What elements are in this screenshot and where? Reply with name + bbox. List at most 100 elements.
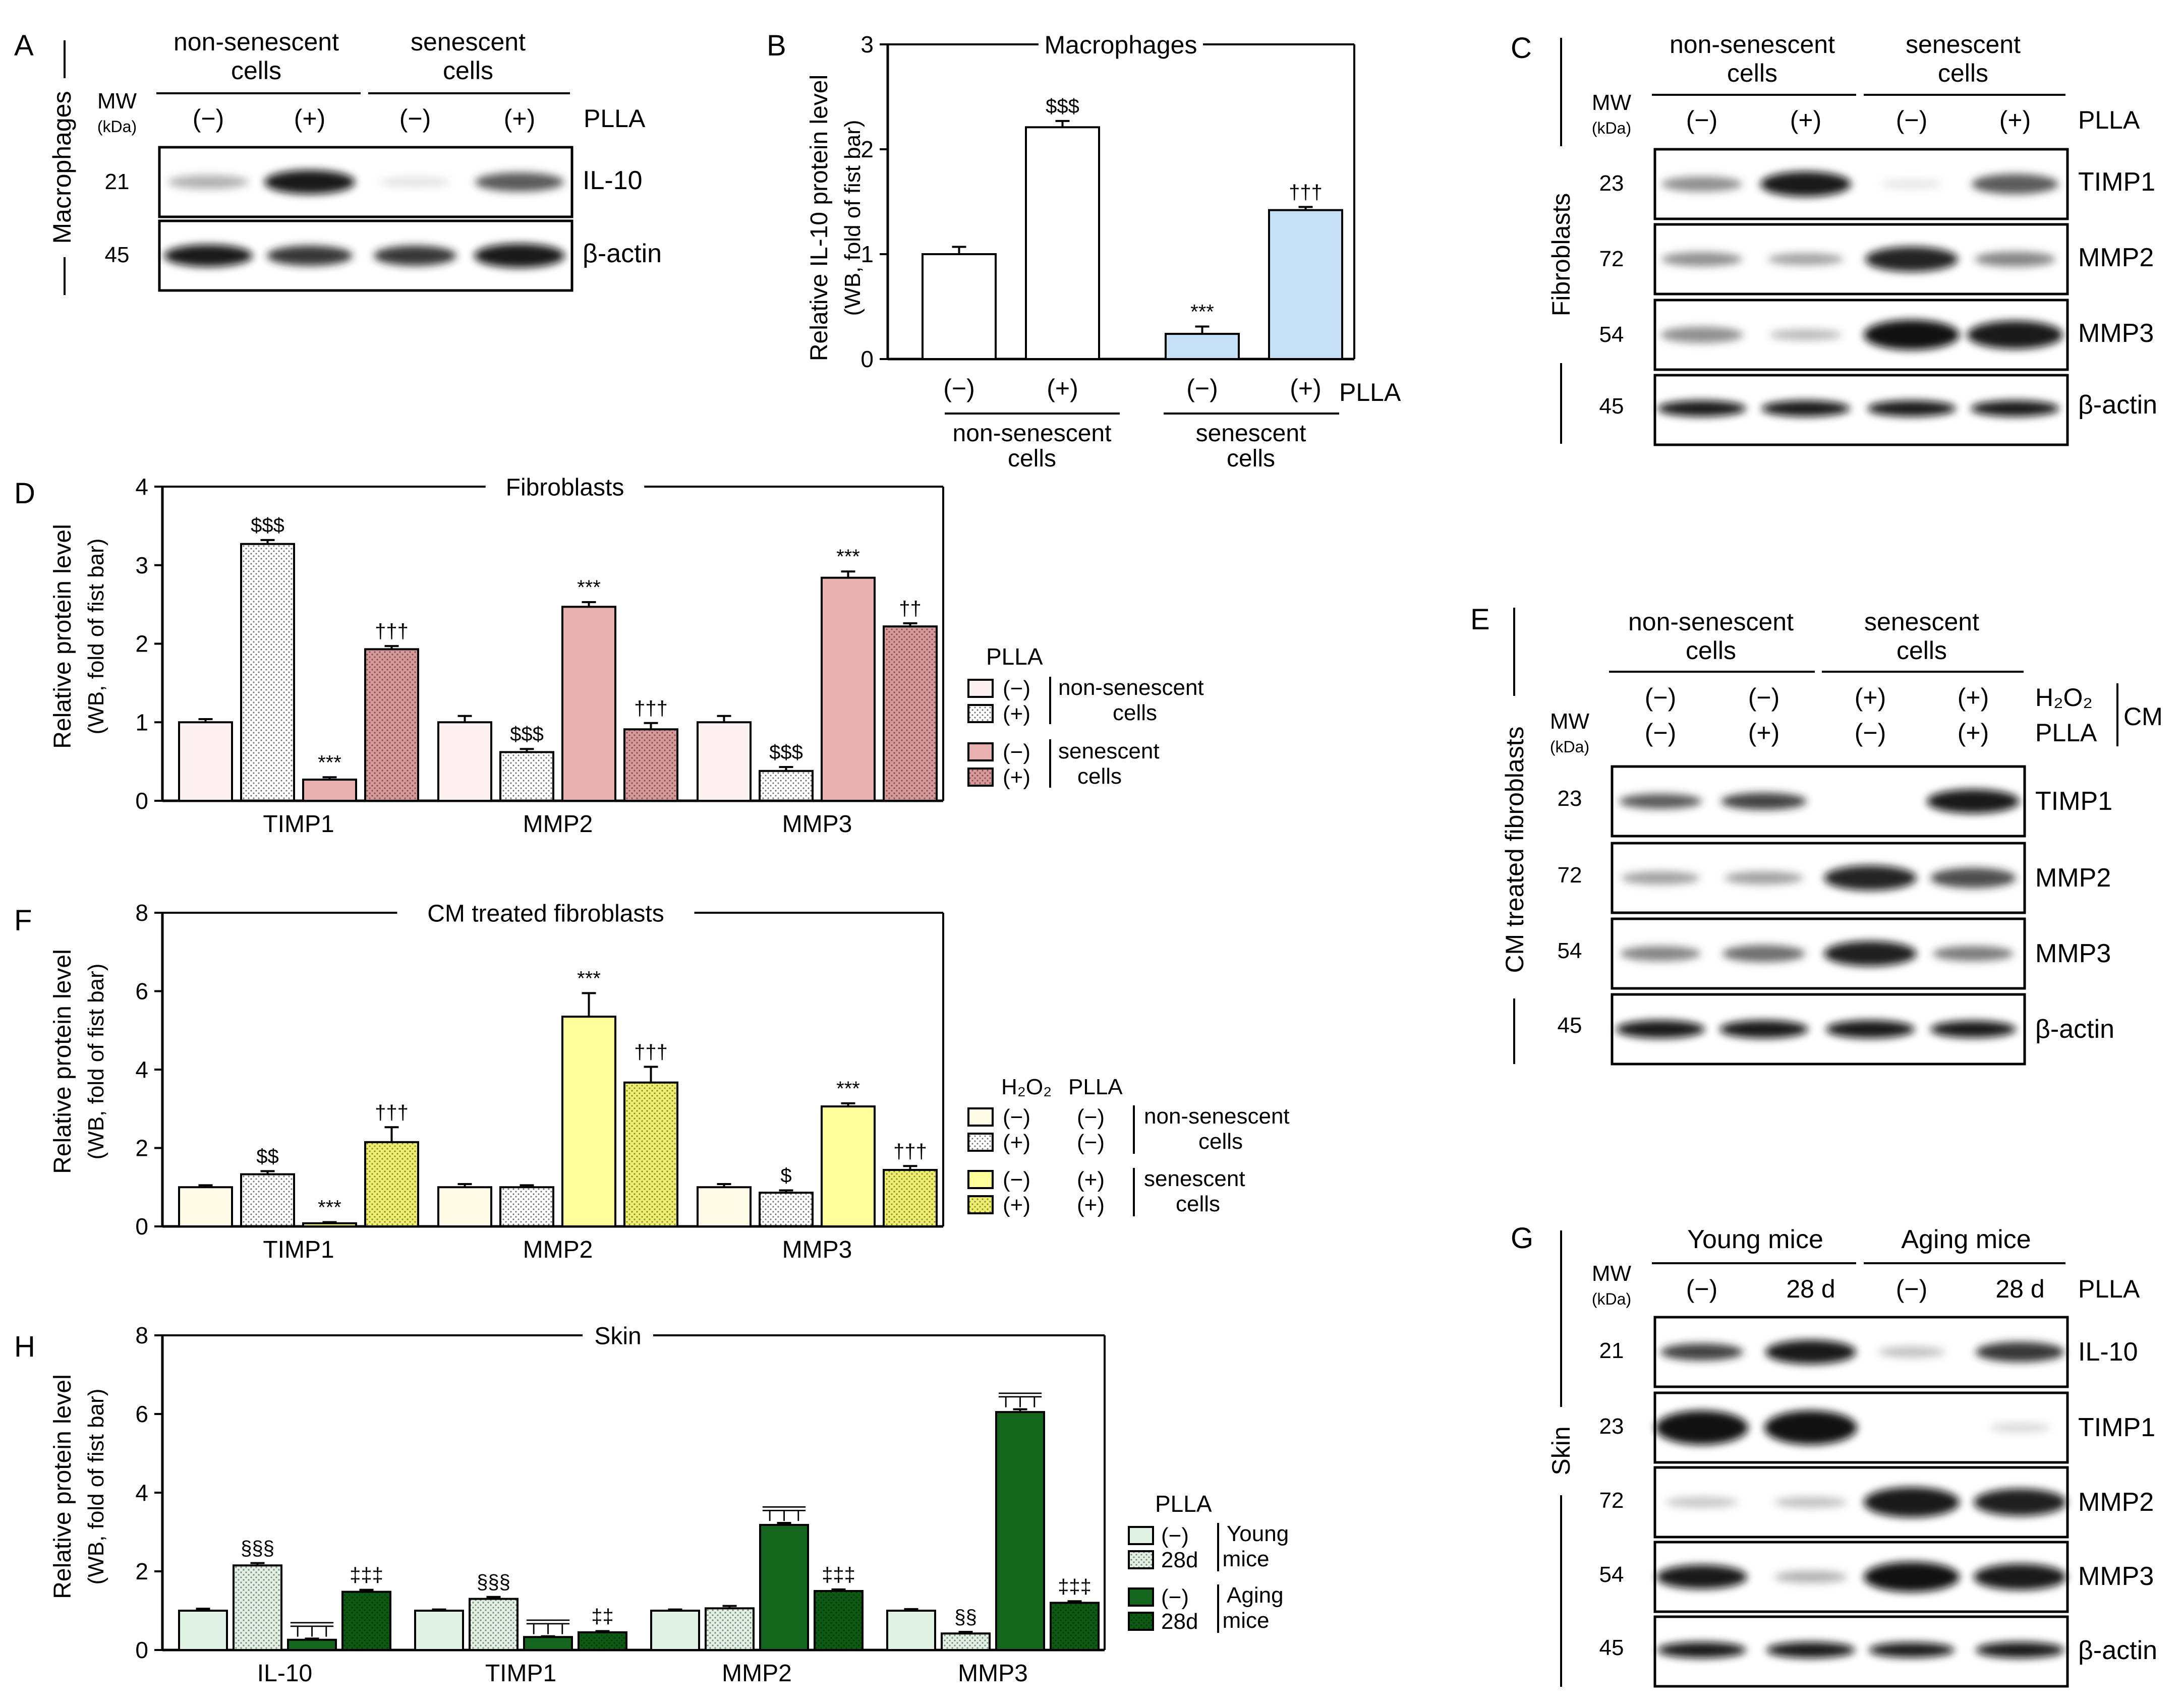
panel-d-plot: Fibroblasts 0 1 2 3 4 TIMP1 MMP2 MMP3 $$$ *** ††† $$… <box>135 474 944 838</box>
chartH-significance-label: ‡‡ <box>591 1606 614 1628</box>
panel-c-kda: (kDa) <box>1592 119 1631 137</box>
chartF-bar <box>240 1173 295 1228</box>
panel-h-plot: Skin 0 2 4 6 8 IL-10 TIMP1 MMP2 MMP3 §§§ ╤╤╤ ‡‡‡ §§§ ╤… <box>135 1322 1106 1687</box>
panel-f-legend-h-2: (+) <box>1003 1130 1030 1155</box>
panel-a-band-label-1: IL-10 <box>583 166 643 195</box>
chartF-bar <box>759 1192 814 1228</box>
panel-h-legend-label-1: (−) <box>1161 1523 1189 1548</box>
panel-d-legend-group2-line1: senescent <box>1058 739 1160 763</box>
panel-b-group2-line1: senescent <box>1196 420 1306 447</box>
panel-g-lane4: 28 d <box>1995 1275 2044 1303</box>
chartF-ytick-label: 6 <box>135 978 148 1005</box>
panel-a-mw-1: 21 <box>105 169 130 194</box>
panel-d-legend-label-1: (−) <box>1003 676 1030 701</box>
chartB-category-label: (+) <box>1047 374 1078 402</box>
panel-f-letter: F <box>14 904 32 937</box>
panel-a-lane2: (+) <box>294 104 326 133</box>
panel-e-band-label-2: MMP2 <box>2035 863 2111 893</box>
panel-a-group2-line1: senescent <box>411 28 526 56</box>
chartH-bar <box>414 1610 464 1651</box>
panel-f-legend-group2-line1: senescent <box>1144 1166 1245 1191</box>
chartF-significance-label: ††† <box>893 1140 927 1162</box>
panel-g-band-label-5: β-actin <box>2078 1636 2157 1665</box>
panel-d-ylabel-1: Relative protein level <box>49 524 76 749</box>
chartB-category-label: (+) <box>1290 374 1322 402</box>
blot-mmp3-skin <box>1653 1541 2069 1613</box>
panel-f-legend-group2-line2: cells <box>1176 1192 1220 1216</box>
chartH-significance-label: ‡‡‡ <box>822 1564 855 1586</box>
chartH-bar <box>941 1632 991 1651</box>
chartH-significance-label: ╤╤╤ <box>526 1611 570 1635</box>
chartF-significance-label: $ <box>780 1164 791 1187</box>
chartH-ytick-label: 0 <box>135 1637 148 1663</box>
panel-e-kda: (kDa) <box>1550 738 1589 756</box>
chartF-bar <box>499 1186 554 1227</box>
chartF-bar <box>364 1141 419 1227</box>
chartH-category-label: MMP2 <box>722 1660 792 1687</box>
panel-e-mw-4: 45 <box>1558 1013 1582 1038</box>
panel-e-plla: PLLA <box>2035 719 2097 747</box>
panel-b-group1-line2: cells <box>1008 445 1056 472</box>
panel-e-mw: MW <box>1550 709 1590 734</box>
panel-e-band-label-4: β-actin <box>2035 1015 2114 1044</box>
chartH-significance-label: §§ <box>954 1606 977 1628</box>
panel-e-band-label-3: MMP3 <box>2035 939 2111 968</box>
chartD-ytick-label: 2 <box>135 631 148 657</box>
panel-g-mw-2: 23 <box>1599 1414 1624 1439</box>
chartF-bar <box>302 1222 357 1228</box>
panel-f-legend-h-3: (−) <box>1003 1167 1030 1192</box>
panel-f-legend-p-2: (−) <box>1077 1130 1105 1155</box>
panel-e-group2-line2: cells <box>1897 636 1947 665</box>
panel-c-letter: C <box>1511 32 1532 65</box>
panel-c-lane2: (+) <box>1790 106 1822 134</box>
chartH-bar <box>178 1610 228 1651</box>
chartD-ytick-label: 1 <box>135 709 148 735</box>
panel-b-plot: Macrophages 0 1 2 3 (−) (+) (−) (+) $$$ *** ††† <box>860 31 1355 402</box>
blot-mmp2-cm <box>1611 842 2026 914</box>
chartH-significance-label: §§§ <box>241 1538 274 1560</box>
panel-g-letter: G <box>1511 1222 1533 1255</box>
panel-e-western-blot: E CM treated fibroblasts MW (kDa) non-se… <box>1470 603 2163 1066</box>
panel-h-legend-group1-line2: mice <box>1223 1547 1270 1571</box>
panel-f-legend-swatch-2 <box>967 1133 994 1152</box>
panel-a-group1-line1: non-senescent <box>174 28 339 56</box>
chartH-title: Skin <box>594 1323 641 1349</box>
panel-a-lane3: (−) <box>399 104 431 133</box>
panel-c-mw-1: 23 <box>1599 171 1624 196</box>
chartD-category-label: MMP2 <box>523 811 593 838</box>
chartH-bar <box>759 1523 809 1651</box>
chartF-title: CM treated fibroblasts <box>427 900 664 927</box>
chartB-bar <box>1025 126 1100 360</box>
blot-mmp3-fibroblasts <box>1653 299 2069 371</box>
chartF-bar <box>437 1186 492 1227</box>
chartH-significance-label: ╤╤╤ <box>762 1497 806 1521</box>
chartB-bar <box>922 253 997 360</box>
panel-g-mw: MW <box>1592 1261 1632 1286</box>
chartH-ytick-label: 8 <box>135 1322 148 1348</box>
panel-c-mw: MW <box>1592 90 1632 115</box>
blot-mmp3-cm <box>1611 917 2026 990</box>
chartH-bar <box>995 1411 1045 1652</box>
panel-g-mw-5: 45 <box>1599 1635 1624 1660</box>
chartD-ytick-label: 3 <box>135 552 148 578</box>
panel-e-h2o2: H₂O₂ <box>2035 683 2093 712</box>
panel-c-group1-line1: non-senescent <box>1670 30 1835 58</box>
chartD-bar <box>697 721 752 802</box>
chartD-ytick-label: 4 <box>135 474 148 500</box>
chartF-bar <box>697 1186 752 1227</box>
panel-d-legend-group2-line2: cells <box>1077 764 1122 789</box>
panel-f-legend-group1-line1: non-senescent <box>1144 1104 1290 1129</box>
panel-e-cm: CM <box>2123 702 2163 731</box>
panel-a-group2-line2: cells <box>443 56 493 85</box>
panel-d-letter: D <box>14 477 35 510</box>
chartF-significance-label: ††† <box>375 1101 409 1124</box>
panel-c-band-label-3: MMP3 <box>2078 319 2154 348</box>
chartB-ytick-label: 0 <box>860 346 874 372</box>
panel-e-h2o2-lane1: (−) <box>1645 683 1677 712</box>
panel-d-legend-swatch-4 <box>967 768 994 787</box>
panel-c-side-label: Fibroblasts <box>1547 193 1575 317</box>
chartF-bar <box>561 1016 616 1227</box>
panel-e-mw-1: 23 <box>1558 786 1582 811</box>
panel-h-letter: H <box>14 1330 35 1363</box>
